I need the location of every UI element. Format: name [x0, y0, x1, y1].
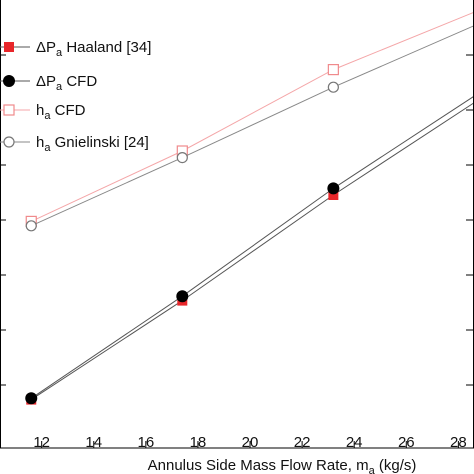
- legend-marker: [3, 75, 15, 87]
- legend-label: ΔPa Haaland [34]: [36, 39, 151, 59]
- x-tick-label: 12: [33, 434, 50, 451]
- data-point: [327, 81, 339, 93]
- data-point: [176, 290, 189, 303]
- legend-marker: [3, 104, 15, 116]
- x-tick-label: 18: [190, 434, 207, 451]
- legend-marker: [4, 42, 14, 52]
- series-line: [31, 25, 474, 227]
- data-point: [176, 152, 188, 164]
- series-line: [30, 95, 474, 399]
- data-point: [25, 220, 37, 232]
- x-tick-label: 28: [450, 434, 467, 451]
- data-point: [328, 190, 339, 200]
- series-1: [25, 95, 474, 405]
- legend-marker: [3, 136, 15, 148]
- series-3: [25, 25, 474, 232]
- series-2: [25, 11, 474, 227]
- series-layer: [25, 11, 474, 405]
- series-line: [31, 11, 474, 222]
- axes: [0, 0, 474, 449]
- series-line: [30, 102, 474, 401]
- legend: ΔPa Haaland [34] ΔPa CFD ha CFD ha Gnielins…: [0, 39, 151, 154]
- data-point: [25, 392, 38, 405]
- data-point: [327, 182, 340, 195]
- legend-entry-0: ΔPa Haaland [34]: [0, 39, 151, 59]
- legend-label: ha CFD: [36, 102, 86, 122]
- data-point: [327, 63, 339, 76]
- x-tick-label: 22: [294, 434, 311, 451]
- legend-entry-3: ha Gnielinski [24]: [0, 134, 149, 154]
- legend-entry-2: ha CFD: [0, 102, 86, 122]
- x-ticks: 12 14 16 18 20 22 24 26 28: [33, 434, 466, 451]
- x-tick-label: 20: [242, 434, 259, 451]
- x-axis-label: Annulus Side Mass Flow Rate, ma (kg/s): [148, 457, 417, 474]
- x-tick-label: 26: [398, 434, 415, 451]
- legend-label: ha Gnielinski [24]: [36, 134, 149, 154]
- x-tick-label: 16: [138, 434, 155, 451]
- legend-label: ΔPa CFD: [36, 73, 97, 93]
- x-tick-label: 24: [346, 434, 363, 451]
- x-tick-label: 14: [85, 434, 102, 451]
- legend-entry-1: ΔPa CFD: [0, 73, 97, 93]
